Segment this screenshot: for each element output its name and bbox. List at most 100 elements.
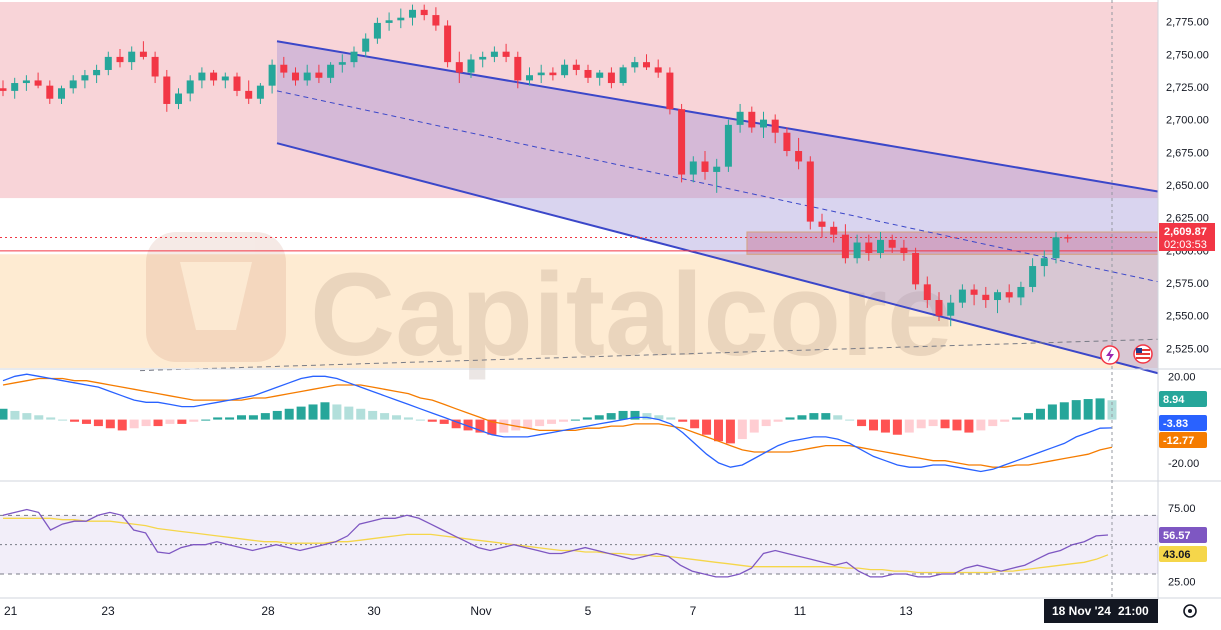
macd-histogram-bar (845, 419, 855, 421)
candle (280, 56, 288, 78)
trend-dashed-line (139, 338, 1159, 372)
channel-upper-line[interactable] (276, 40, 1159, 193)
macd-histogram-bar (928, 419, 938, 427)
macd-pane (0, 373, 1117, 473)
price-tick-label: 2,725.00 (1166, 82, 1209, 94)
candle (912, 247, 920, 290)
macd-histogram-bar (0, 408, 8, 420)
macd-histogram-bar (165, 419, 175, 424)
price-tag: 2,609.87 02:03:53 (1159, 223, 1215, 251)
macd-histogram-bar (940, 419, 950, 429)
macd-histogram-bar (880, 419, 890, 433)
candle (736, 103, 744, 133)
candle (362, 33, 370, 57)
candle (292, 67, 299, 86)
candle (795, 137, 803, 170)
macd-histogram-bar (618, 410, 628, 420)
candle (479, 51, 487, 68)
rsi-tick-label: 25.00 (1168, 576, 1196, 588)
rsi-line (2, 508, 1109, 578)
macd-histogram-bar (284, 408, 294, 420)
macd-histogram-bar (725, 419, 735, 444)
macd-histogram-bar (833, 415, 843, 420)
macd-histogram-bar (10, 410, 20, 420)
macd-histogram-bar (857, 419, 867, 427)
time-tick-label: 30 (367, 604, 381, 618)
macd-histogram-bar (654, 415, 664, 420)
price-tick-label: 2,750.00 (1166, 49, 1209, 61)
candle (22, 75, 30, 91)
candle (128, 46, 136, 70)
macd-histogram-bar (547, 419, 557, 424)
candle (1017, 281, 1025, 306)
macd-tick-label: -20.00 (1168, 458, 1199, 470)
gear-icon[interactable] (1183, 604, 1197, 618)
time-tick-label: Nov (470, 604, 491, 618)
candle (0, 80, 7, 97)
candle (900, 239, 908, 261)
horizontal-levels (0, 236, 1158, 252)
candle (502, 43, 510, 63)
candle (210, 69, 218, 86)
cursor-hour: 21:00 (1118, 604, 1149, 618)
rsi-axis: 75.00 25.00 (1168, 503, 1196, 588)
candle (783, 127, 791, 157)
candle (432, 7, 440, 31)
candle (631, 56, 639, 73)
channel-lower-line[interactable] (276, 142, 1159, 375)
candle (373, 17, 381, 44)
macd-histogram-bar (952, 419, 962, 431)
macd-histogram-bar (22, 413, 32, 420)
macd-histogram-bar (117, 419, 127, 431)
candle (994, 289, 1001, 314)
macd-histogram-bar (46, 417, 56, 420)
candle (1029, 258, 1037, 293)
macd-histogram-bar (475, 419, 485, 433)
candle (1005, 284, 1013, 303)
svg-text:43.06: 43.06 (1163, 549, 1191, 561)
macd-histogram-bar (976, 419, 986, 431)
candle (607, 67, 615, 89)
candle (58, 85, 65, 104)
macd-histogram-bar (892, 419, 902, 435)
candle (268, 59, 276, 94)
macd-histogram-bar (380, 413, 390, 420)
candle (315, 64, 323, 84)
candle (643, 54, 650, 70)
candle (385, 12, 393, 31)
candle (327, 62, 335, 84)
time-axis[interactable]: 21 23 28 30 Nov 5 7 11 13 (4, 604, 913, 618)
macd-histogram-bar (797, 415, 807, 420)
macd-histogram-bar (463, 419, 473, 431)
candle (830, 221, 838, 243)
candle (186, 75, 194, 102)
macd-histogram-bar (213, 417, 223, 420)
macd-histogram-bar (177, 419, 187, 424)
macd-histogram-bar (1024, 413, 1034, 420)
macd-histogram-bar (904, 419, 914, 433)
candle (69, 75, 77, 94)
macd-histogram-bar (666, 417, 676, 420)
zones-layer (0, 2, 1159, 368)
candle (420, 4, 428, 21)
us-flag-icon[interactable] (1133, 344, 1153, 364)
time-tick-label: 7 (690, 604, 697, 618)
candle (116, 49, 124, 68)
candle (970, 284, 978, 306)
price-axis[interactable]: 2,775.00 2,750.00 2,725.00 2,700.00 2,675.00… (1166, 17, 1209, 356)
candle (549, 67, 557, 81)
macd-histogram-bar (821, 413, 831, 420)
macd-histogram-bar (594, 415, 604, 420)
regression-channel[interactable] (139, 40, 1159, 375)
lightning-icon[interactable] (1100, 345, 1120, 365)
macd-histogram-bar (809, 413, 819, 420)
macd-histogram-bar (511, 419, 521, 431)
macd-histogram-bar (344, 406, 354, 420)
price-tick-label: 2,575.00 (1166, 278, 1209, 290)
macd-histogram-bar (129, 419, 139, 429)
channel-mid-line[interactable] (276, 90, 1159, 283)
candle (841, 224, 849, 264)
time-tick-label: 21 (4, 604, 18, 618)
